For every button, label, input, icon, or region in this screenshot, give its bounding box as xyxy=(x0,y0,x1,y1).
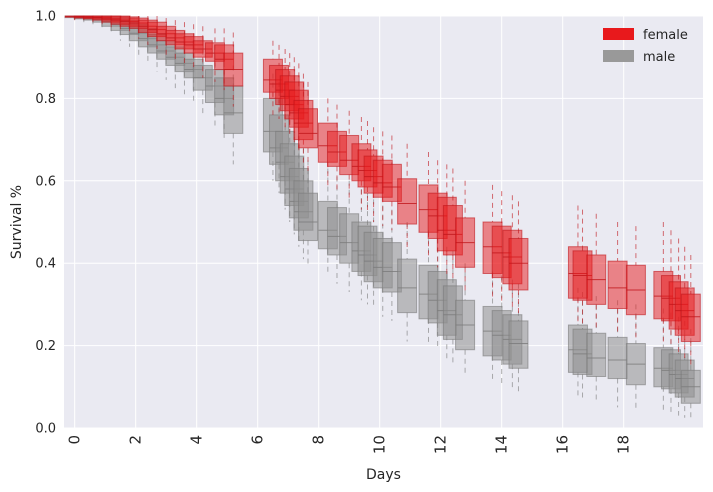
legend-swatch-male xyxy=(603,50,634,62)
x-tick-label: 8 xyxy=(310,435,328,445)
x-axis-ticks: 0 2 4 6 8 10 12 14 16 18 xyxy=(66,435,633,454)
y-tick-label: 0.6 xyxy=(35,174,56,189)
legend-label-male: male xyxy=(643,50,675,65)
series-male xyxy=(64,15,701,420)
male-box-25 xyxy=(298,160,319,268)
x-tick-label: 16 xyxy=(554,435,572,454)
female-box-53 xyxy=(680,254,701,367)
series-female xyxy=(64,15,701,367)
x-tick-label: 14 xyxy=(493,435,511,454)
female-box-46 xyxy=(586,213,607,330)
x-tick-label: 6 xyxy=(249,435,267,445)
y-axis-label: Survival % xyxy=(9,185,25,259)
legend: female male xyxy=(603,28,688,65)
female-box-body-34 xyxy=(397,178,418,225)
y-tick-label: 1.0 xyxy=(35,10,56,25)
legend-swatch-female xyxy=(603,28,634,40)
male-box-34 xyxy=(397,222,418,342)
female-box-48 xyxy=(625,226,646,338)
male-box-body-25 xyxy=(298,192,319,242)
male-box-body-47 xyxy=(607,336,628,380)
female-box-43 xyxy=(508,201,529,317)
male-box-body-34 xyxy=(397,258,418,314)
female-box-17 xyxy=(223,32,244,107)
female-box-body-25 xyxy=(298,108,319,149)
x-tick-label: 4 xyxy=(188,435,206,445)
y-tick-label: 0.2 xyxy=(35,339,56,354)
x-tick-label: 10 xyxy=(371,435,389,454)
legend-label-female: female xyxy=(643,28,688,43)
y-tick-label: 0.8 xyxy=(35,92,56,107)
female-box-34 xyxy=(397,143,418,251)
female-box-body-47 xyxy=(607,260,628,310)
female-box-body-43 xyxy=(508,237,529,291)
x-tick-label: 2 xyxy=(127,435,145,445)
plot-area xyxy=(64,16,703,428)
male-box-body-43 xyxy=(508,320,529,369)
male-box-body-17 xyxy=(223,85,244,134)
x-tick-label: 12 xyxy=(432,435,450,454)
male-box-body-46 xyxy=(586,332,607,377)
x-tick-label: 0 xyxy=(66,435,84,445)
y-tick-label: 0.0 xyxy=(35,422,56,437)
y-tick-label: 0.4 xyxy=(35,257,56,272)
female-box-39 xyxy=(455,180,476,293)
y-axis-ticks: 0.0 0.2 0.4 0.6 0.8 1.0 xyxy=(35,10,56,437)
male-box-39 xyxy=(455,263,476,375)
x-axis-label: Days xyxy=(366,467,401,483)
x-tick-label: 18 xyxy=(615,435,633,454)
male-box-46 xyxy=(586,296,607,404)
female-box-25 xyxy=(298,81,319,173)
male-box-43 xyxy=(508,283,529,396)
female-box-body-53 xyxy=(680,293,701,342)
male-box-53 xyxy=(680,329,701,420)
